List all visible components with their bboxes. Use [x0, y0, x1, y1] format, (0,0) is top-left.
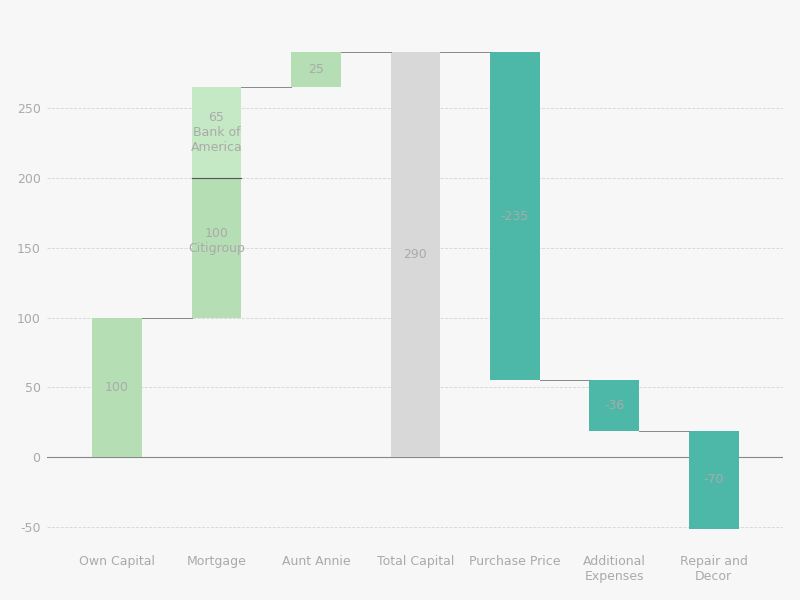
Bar — [291, 52, 341, 86]
Bar — [390, 52, 440, 457]
Text: 290: 290 — [403, 248, 427, 261]
Bar — [92, 317, 142, 457]
Bar — [192, 178, 242, 317]
Text: 100: 100 — [105, 381, 129, 394]
Text: -70: -70 — [703, 473, 724, 487]
Text: 100
Citigroup: 100 Citigroup — [188, 227, 245, 254]
Bar — [192, 86, 242, 178]
Text: -235: -235 — [501, 210, 529, 223]
Text: 25: 25 — [308, 64, 324, 76]
Bar — [490, 52, 540, 380]
Text: 65
Bank of
America: 65 Bank of America — [190, 112, 242, 154]
Bar — [590, 380, 639, 431]
Bar — [689, 431, 738, 529]
Text: -36: -36 — [604, 399, 625, 412]
